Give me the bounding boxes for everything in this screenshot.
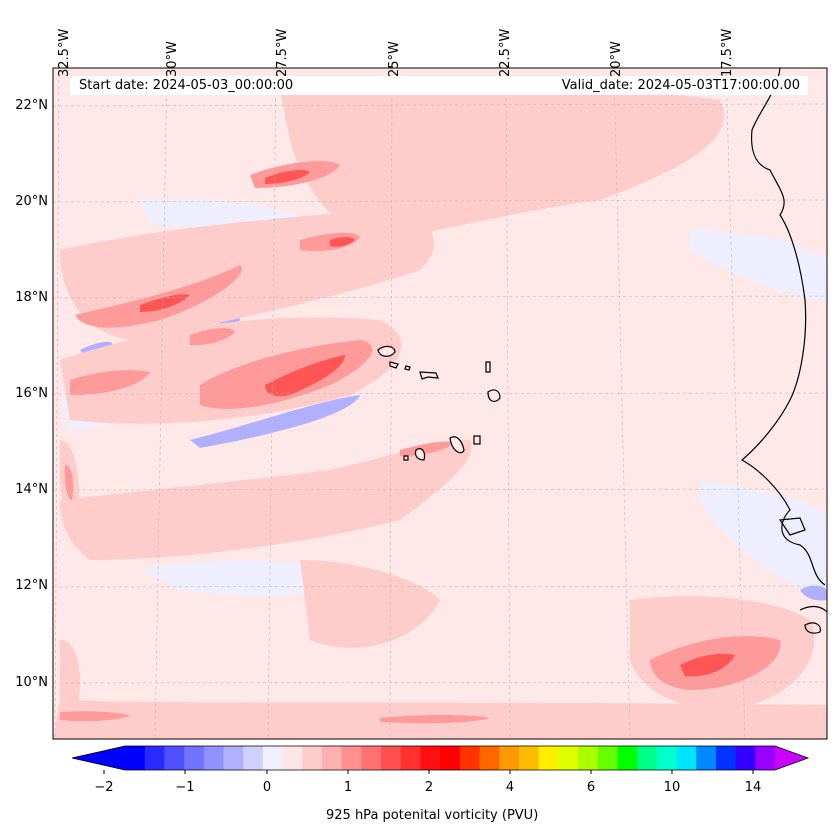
colorbar-tick-label: 14 — [744, 780, 762, 795]
colorbar-swatch — [321, 746, 343, 770]
colorbar-swatch — [755, 746, 776, 770]
colorbar-swatch — [617, 746, 638, 770]
colorbar-swatch — [164, 746, 185, 770]
colorbar-swatch — [420, 746, 441, 770]
coastline — [740, 68, 827, 634]
colorbar-tick-label: 2 — [424, 780, 434, 795]
colorbar-swatch — [696, 746, 717, 770]
pv-medium-pink-regions — [60, 161, 781, 724]
colorbar-swatch — [144, 746, 165, 770]
gridlines — [53, 68, 827, 739]
colorbar — [71, 745, 810, 774]
colorbar-swatch — [440, 746, 461, 770]
colorbar-swatch — [499, 746, 520, 770]
colorbar-swatch — [125, 746, 146, 770]
colorbar-swatch — [184, 746, 205, 770]
colorbar-tick-label: −1 — [175, 780, 195, 795]
colorbar-swatch — [302, 746, 323, 770]
lon-label-25w: 25°W — [387, 41, 402, 77]
colorbar-tick-label: 10 — [663, 780, 681, 795]
colorbar-swatch — [518, 746, 540, 770]
colorbar-swatch — [262, 746, 284, 770]
lon-label-22-5w: 22.5°W — [498, 28, 513, 77]
colorbar-swatch — [243, 746, 264, 770]
lon-label-32-5w: 32.5°W — [57, 28, 72, 77]
colorbar-swatch — [381, 746, 402, 770]
valid-date-text: Valid_date: 2024-05-03T17:00:00.00 — [561, 78, 800, 93]
colorbar-swatch — [203, 746, 224, 770]
colorbar-swatch — [479, 746, 500, 770]
colorbar-swatch — [578, 746, 599, 770]
lon-label-20w: 20°W — [609, 41, 624, 77]
lat-label-22n: 22°N — [15, 98, 48, 113]
colorbar-outline — [71, 745, 810, 771]
lat-label-20n: 20°N — [15, 194, 48, 209]
colorbar-swatch — [676, 746, 697, 770]
colorbar-tick-label: 1 — [343, 780, 353, 795]
colorbar-swatch — [558, 746, 579, 770]
header-box — [70, 76, 808, 95]
colorbar-swatch — [223, 746, 244, 770]
lat-label-10n: 10°N — [15, 675, 48, 690]
colorbar-tick-label: 4 — [505, 780, 515, 795]
colorbar-swatch — [459, 746, 481, 770]
colorbar-swatch — [361, 746, 382, 770]
colorbar-swatch — [341, 746, 362, 770]
colorbar-tick-label: 0 — [262, 780, 272, 795]
lon-label-30w: 30°W — [165, 41, 180, 77]
colorbar-swatch — [715, 746, 737, 770]
colorbar-high-extend — [775, 746, 808, 770]
colorbar-swatch — [735, 746, 756, 770]
colorbar-tick-label: −2 — [94, 780, 114, 795]
colorbar-title: 925 hPa potenital vorticity (PVU) — [326, 808, 539, 823]
colorbar-swatch — [400, 746, 421, 770]
cape-verde-islands — [377, 345, 501, 461]
lat-label-18n: 18°N — [15, 290, 48, 305]
colorbar-tick-label: 6 — [586, 780, 596, 795]
colorbar-swatch — [637, 746, 658, 770]
lat-label-14n: 14°N — [15, 482, 48, 497]
colorbar-swatch — [282, 746, 303, 770]
colorbar-swatch — [538, 746, 559, 770]
colorbar-swatch — [597, 746, 618, 770]
colorbar-swatch — [656, 746, 678, 770]
lon-label-27-5w: 27.5°W — [275, 28, 290, 77]
lat-label-12n: 12°N — [15, 578, 48, 593]
colorbar-low-extend — [72, 746, 125, 770]
lat-label-16n: 16°N — [15, 386, 48, 401]
pv-red-cores — [140, 170, 735, 677]
lon-label-17-5w: 17.5°W — [720, 28, 735, 77]
map-frame — [52, 67, 828, 740]
start-date-text: Start date: 2024-05-03_00:00:00 — [79, 78, 294, 93]
